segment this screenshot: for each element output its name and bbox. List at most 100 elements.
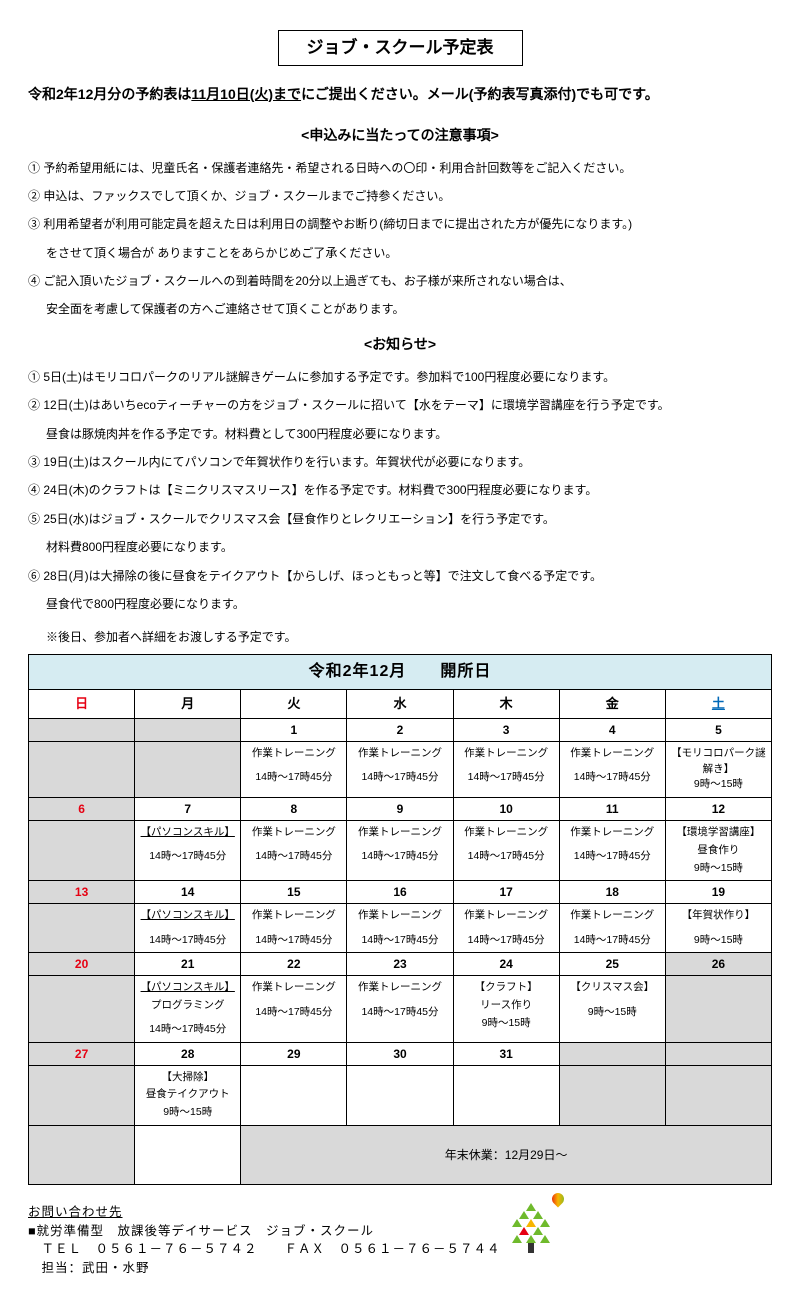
contact-block: お問い合わせ先 ■就労準備型 放課後等デイサービス ジョブ・スクール ＴＥＬ ０… [28, 1203, 772, 1278]
time: 14時～17時45分 [574, 770, 651, 786]
time: 14時～17時45分 [255, 1005, 332, 1021]
news-note: ※後日、参加者へ詳細をお渡しする予定です。 [28, 628, 772, 646]
time: 9時～15時 [482, 1016, 531, 1032]
cell-15: 15作業トレーニング14時～17時45分 [241, 881, 347, 953]
act2: リース作り [480, 998, 532, 1014]
week1: 1作業トレーニング14時～17時45分 2作業トレーニング14時～17時45分 … [29, 718, 772, 797]
cell-6: 6 [29, 798, 135, 881]
cell-empty [29, 718, 135, 797]
week5-body: 年末休業：12月29日～ [29, 1125, 772, 1184]
act: 作業トレーニング [358, 746, 442, 762]
time: 14時～17時45分 [361, 770, 438, 786]
act: 作業トレーニング [464, 825, 548, 841]
time: 14時～17時45分 [255, 849, 332, 865]
act: 作業トレーニング [252, 746, 336, 762]
dow-sun: 日 [29, 690, 135, 719]
time: 9時～15時 [694, 777, 743, 793]
news-2b: 昼食は豚焼肉丼を作る予定です。材料費として300円程度必要になります。 [28, 424, 772, 444]
cautions-list: ① 予約希望用紙には、児童氏名・保護者連絡先・希望される日時への〇印・利用合計回… [28, 158, 772, 320]
cell-12: 12【環境学習講座】昼食作り9時～15時 [665, 798, 771, 881]
time: 9時～15時 [163, 1105, 212, 1121]
week3: 13 14【パソコンスキル】14時～17時45分 15作業トレーニング14時～1… [29, 881, 772, 953]
cell-13: 13 [29, 881, 135, 953]
cell-16: 16作業トレーニング14時～17時45分 [347, 881, 453, 953]
page-title: ジョブ・スクール予定表 [278, 30, 523, 66]
time: 14時～17時45分 [468, 770, 545, 786]
cell-20: 20 [29, 953, 135, 1042]
news-list: ① 5日(土)はモリコロパークのリアル謎解きゲームに参加する予定です。参加料で1… [28, 367, 772, 615]
caution-1: ① 予約希望用紙には、児童氏名・保護者連絡先・希望される日時への〇印・利用合計回… [28, 158, 772, 178]
time: 14時～17時45分 [574, 933, 651, 949]
act: 作業トレーニング [358, 908, 442, 924]
time: 14時～17時45分 [255, 770, 332, 786]
cell-21: 21【パソコンスキル】プログラミング14時～17時45分 [135, 953, 241, 1042]
act: 【パソコンスキル】 [141, 980, 235, 996]
dow-mon: 月 [135, 690, 241, 719]
time: 14時～17時45分 [361, 933, 438, 949]
act: 【環境学習講座】 [676, 825, 760, 841]
time: 14時～17時45分 [468, 849, 545, 865]
news-1: ① 5日(土)はモリコロパークのリアル謎解きゲームに参加する予定です。参加料で1… [28, 367, 772, 387]
cell-31: 31 [453, 1042, 559, 1125]
cell-28-body [135, 1125, 241, 1184]
time: 14時～17時45分 [468, 933, 545, 949]
cell-27: 27 [29, 1042, 135, 1125]
cell-4: 4作業トレーニング14時～17時45分 [559, 718, 665, 797]
news-6b: 昼食代で800円程度必要になります。 [28, 594, 772, 614]
deadline-line: 令和2年12月分の予約表は11月10日(火)までにご提出ください。メール(予約表… [28, 84, 772, 105]
cell-17: 17作業トレーニング14時～17時45分 [453, 881, 559, 953]
act: 作業トレーニング [358, 825, 442, 841]
dow-wed: 水 [347, 690, 453, 719]
tree-logo [508, 1199, 554, 1253]
act: 作業トレーニング [570, 825, 654, 841]
cell-22: 22作業トレーニング14時～17時45分 [241, 953, 347, 1042]
cell-25: 25【クリスマス会】9時～15時 [559, 953, 665, 1042]
act: 【クリスマス会】 [570, 980, 654, 996]
holiday-cell: 年末休業：12月29日～ [241, 1125, 772, 1184]
cell-19: 19【年賀状作り】9時～15時 [665, 881, 771, 953]
act: 作業トレーニング [252, 825, 336, 841]
time: 9時～15時 [588, 1005, 637, 1021]
cell-14: 14【パソコンスキル】14時～17時45分 [135, 881, 241, 953]
act: 【モリコロパーク謎解き】 [668, 746, 769, 778]
caution-4: ④ ご記入頂いたジョブ・スクールへの到着時間を20分以上過ぎても、お子様が来所さ… [28, 271, 772, 291]
week5: 27 28【大掃除】昼食テイクアウト9時～15時 29 30 31 [29, 1042, 772, 1125]
news-3: ③ 19日(土)はスクール内にてパソコンで年賀状作りを行います。年賀状代が必要に… [28, 452, 772, 472]
news-4: ④ 24日(木)のクラフトは【ミニクリスマスリース】を作る予定です。材料費で30… [28, 480, 772, 500]
heart-icon [550, 1190, 567, 1207]
dow-sat: 土 [665, 690, 771, 719]
cell-5: 5【モリコロパーク謎解き】9時～15時 [665, 718, 771, 797]
act: 【クラフト】 [475, 980, 538, 996]
time: 14時～17時45分 [574, 849, 651, 865]
caution-3b: をさせて頂く場合が ありますことをあらかじめご了承ください。 [28, 243, 772, 263]
act: 作業トレーニング [570, 908, 654, 924]
cell-empty [665, 1042, 771, 1125]
calendar-banner: 令和2年12月 開所日 [28, 654, 772, 689]
dow-fri: 金 [559, 690, 665, 719]
cell-empty [559, 1042, 665, 1125]
act: 作業トレーニング [252, 980, 336, 996]
calendar-table: 日 月 火 水 木 金 土 1作業トレーニング14時～17時45分 2作業トレー… [28, 689, 772, 1185]
caution-3: ③ 利用希望者が利用可能定員を超えた日は利用日の調整やお断り(締切日までに提出さ… [28, 214, 772, 234]
cell-11: 11作業トレーニング14時～17時45分 [559, 798, 665, 881]
news-5b: 材料費800円程度必要になります。 [28, 537, 772, 557]
act: 【パソコンスキル】 [141, 825, 235, 841]
contact-head: お問い合わせ先 [28, 1205, 123, 1219]
contact-l1: ■就労準備型 放課後等デイサービス ジョブ・スクール [28, 1224, 374, 1238]
time: 14時～17時45分 [149, 933, 226, 949]
act2: プログラミング [151, 998, 225, 1014]
cell-10: 10作業トレーニング14時～17時45分 [453, 798, 559, 881]
time: 14時～17時45分 [149, 849, 226, 865]
deadline-date: 11月10日(火)まで [191, 86, 301, 102]
cell-26: 26 [665, 953, 771, 1042]
cell-23: 23作業トレーニング14時～17時45分 [347, 953, 453, 1042]
caution-4b: 安全面を考慮して保護者の方へご連絡させて頂くことがあります。 [28, 299, 772, 319]
dow-thu: 木 [453, 690, 559, 719]
act: 作業トレーニング [464, 908, 548, 924]
time: 14時～17時45分 [149, 1022, 226, 1038]
week4: 20 21【パソコンスキル】プログラミング14時～17時45分 22作業トレーニ… [29, 953, 772, 1042]
act: 作業トレーニング [464, 746, 548, 762]
act: 【年賀状作り】 [682, 908, 756, 924]
deadline-post: にご提出ください。メール(予約表写真添付)でも可です。 [301, 86, 659, 102]
act2: 昼食テイクアウト [146, 1087, 230, 1103]
